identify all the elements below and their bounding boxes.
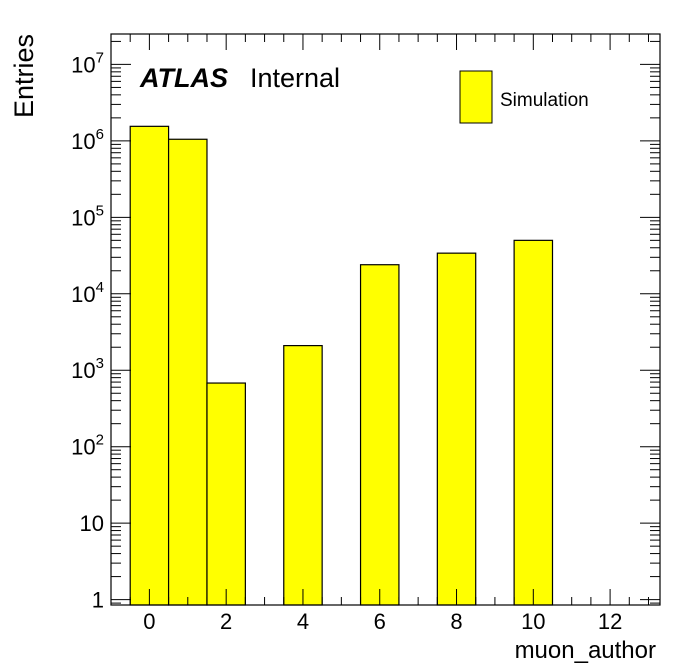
histogram-bar — [167, 138, 208, 606]
axis-ticks: 0 2 4 6 8 10 12 1 10 102 103 104 105 106 107 — [71, 34, 660, 634]
legend: Simulation — [459, 70, 589, 124]
legend-swatch-simulation — [459, 70, 493, 124]
histogram-bar — [129, 125, 170, 606]
x-tick-label: 4 — [297, 609, 309, 634]
x-tick-label: 2 — [220, 609, 232, 634]
x-tick-label: 6 — [374, 609, 386, 634]
y-tick-label: 107 — [71, 49, 104, 77]
histogram-bar — [206, 382, 246, 606]
atlas-status-label: Internal — [250, 63, 340, 93]
x-tick-label: 10 — [521, 609, 545, 634]
atlas-label: ATLAS — [139, 63, 228, 93]
histogram-bar — [283, 345, 323, 606]
x-tick-label: 8 — [450, 609, 462, 634]
y-tick-label: 1 — [92, 588, 104, 613]
histogram-bar — [513, 239, 554, 606]
histogram-bars — [129, 125, 554, 606]
x-axis-label: muon_author — [515, 637, 656, 664]
plot-frame — [110, 33, 661, 606]
legend-entry-simulation: Simulation — [500, 90, 589, 111]
histogram-bar — [359, 264, 400, 606]
y-tick-label: 106 — [71, 126, 104, 154]
x-tick-label: 12 — [598, 609, 622, 634]
y-tick-label: 10 — [80, 511, 104, 536]
histogram-bar — [436, 252, 477, 606]
y-tick-label: 103 — [71, 355, 104, 383]
x-tick-label: 0 — [143, 609, 155, 634]
y-tick-label: 102 — [71, 432, 104, 460]
y-axis-label: Entries — [9, 34, 39, 118]
y-tick-label: 104 — [71, 279, 104, 307]
axes — [110, 33, 661, 606]
y-tick-label: 105 — [71, 202, 104, 230]
